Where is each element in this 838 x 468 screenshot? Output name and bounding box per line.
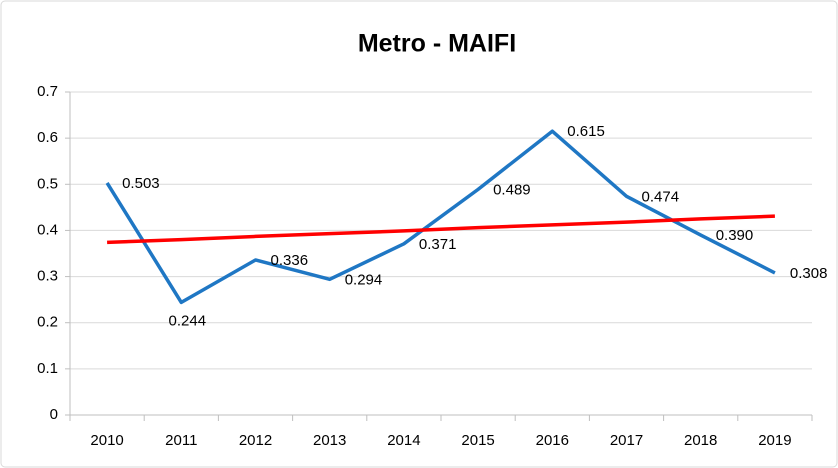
data-label: 0.294 xyxy=(345,271,383,288)
data-label: 0.489 xyxy=(493,181,531,198)
data-label: 0.503 xyxy=(122,175,160,192)
data-line xyxy=(105,129,776,305)
data-label: 0.244 xyxy=(169,312,207,329)
data-label: 0.308 xyxy=(790,265,828,282)
y-tick-label: 0 xyxy=(50,406,58,423)
x-tick-label: 2016 xyxy=(536,432,569,449)
x-tick-label: 2013 xyxy=(313,432,346,449)
data-label: 0.371 xyxy=(419,236,457,253)
trend-line xyxy=(107,214,775,245)
x-tick-label: 2011 xyxy=(165,432,197,449)
data-label: 0.336 xyxy=(271,252,309,269)
x-tick-label: 2019 xyxy=(758,432,791,449)
x-tick-label: 2012 xyxy=(239,432,272,449)
x-tick-label: 2015 xyxy=(461,432,494,449)
y-tick-label: 0.3 xyxy=(37,268,58,285)
y-tick-label: 0.2 xyxy=(37,314,58,331)
x-tick-label: 2010 xyxy=(90,432,123,449)
y-tick-label: 0.7 xyxy=(37,83,58,100)
data-label: 0.474 xyxy=(642,188,680,205)
y-tick-label: 0.4 xyxy=(37,221,58,238)
y-tick-label: 0.5 xyxy=(37,175,58,192)
y-tick-label: 0.6 xyxy=(37,129,58,146)
data-label: 0.390 xyxy=(716,227,754,244)
data-label: 0.615 xyxy=(567,123,605,140)
x-tick-label: 2018 xyxy=(684,432,717,449)
chart-title: Metro - MAIFI xyxy=(358,30,516,58)
x-tick-label: 2017 xyxy=(610,432,643,449)
y-tick-label: 0.1 xyxy=(37,360,58,377)
x-tick-label: 2014 xyxy=(387,432,420,449)
